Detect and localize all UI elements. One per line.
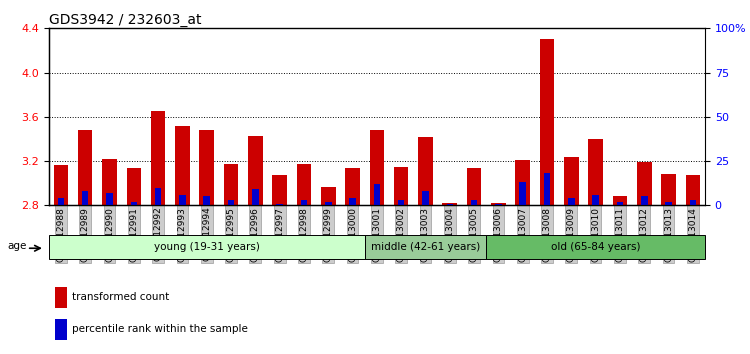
Bar bbox=[613, 196, 627, 205]
FancyBboxPatch shape bbox=[486, 235, 705, 259]
Bar bbox=[325, 202, 332, 205]
Bar bbox=[515, 160, 530, 205]
Text: young (19-31 years): young (19-31 years) bbox=[154, 242, 260, 252]
Text: percentile rank within the sample: percentile rank within the sample bbox=[72, 324, 248, 334]
Bar bbox=[58, 198, 64, 205]
Bar bbox=[228, 200, 234, 205]
Bar bbox=[321, 187, 335, 205]
Bar bbox=[520, 182, 526, 205]
Bar bbox=[466, 168, 482, 205]
Text: age: age bbox=[8, 241, 27, 251]
Bar bbox=[471, 200, 478, 205]
Bar bbox=[370, 130, 384, 205]
Text: middle (42-61 years): middle (42-61 years) bbox=[370, 242, 480, 252]
Bar bbox=[82, 191, 88, 205]
Bar bbox=[616, 202, 623, 205]
Bar bbox=[176, 126, 190, 205]
Bar bbox=[540, 39, 554, 205]
Bar bbox=[544, 173, 550, 205]
FancyBboxPatch shape bbox=[364, 235, 486, 259]
Bar bbox=[272, 176, 287, 205]
Bar bbox=[422, 191, 429, 205]
Bar bbox=[495, 204, 502, 205]
Bar bbox=[592, 195, 599, 205]
Bar bbox=[419, 137, 433, 205]
Bar bbox=[374, 184, 380, 205]
Bar bbox=[350, 198, 355, 205]
Bar bbox=[637, 162, 652, 205]
Bar bbox=[154, 188, 161, 205]
Bar bbox=[442, 203, 457, 205]
Bar bbox=[689, 200, 696, 205]
Bar bbox=[641, 196, 647, 205]
Bar bbox=[56, 319, 68, 340]
Bar bbox=[248, 136, 262, 205]
Bar bbox=[297, 164, 311, 205]
Bar bbox=[53, 165, 68, 205]
Bar bbox=[568, 198, 574, 205]
Bar bbox=[564, 156, 578, 205]
Bar bbox=[491, 203, 506, 205]
Bar bbox=[203, 196, 210, 205]
Bar bbox=[276, 204, 283, 205]
Bar bbox=[130, 202, 137, 205]
Text: transformed count: transformed count bbox=[72, 292, 169, 302]
Bar bbox=[301, 200, 307, 205]
Bar bbox=[224, 164, 238, 205]
Text: GDS3942 / 232603_at: GDS3942 / 232603_at bbox=[49, 13, 201, 27]
Bar bbox=[394, 167, 409, 205]
Bar bbox=[662, 174, 676, 205]
Bar bbox=[588, 139, 603, 205]
Bar bbox=[78, 130, 92, 205]
Bar bbox=[179, 195, 186, 205]
Bar bbox=[127, 168, 141, 205]
Bar bbox=[665, 202, 672, 205]
FancyBboxPatch shape bbox=[49, 235, 364, 259]
Bar bbox=[686, 176, 700, 205]
Bar bbox=[200, 130, 214, 205]
Bar bbox=[446, 204, 453, 205]
Bar bbox=[102, 159, 117, 205]
Text: old (65-84 years): old (65-84 years) bbox=[550, 242, 640, 252]
Bar bbox=[345, 168, 360, 205]
Bar bbox=[398, 200, 404, 205]
Bar bbox=[252, 189, 259, 205]
Bar bbox=[151, 111, 166, 205]
Bar bbox=[56, 287, 68, 308]
Bar bbox=[106, 193, 112, 205]
